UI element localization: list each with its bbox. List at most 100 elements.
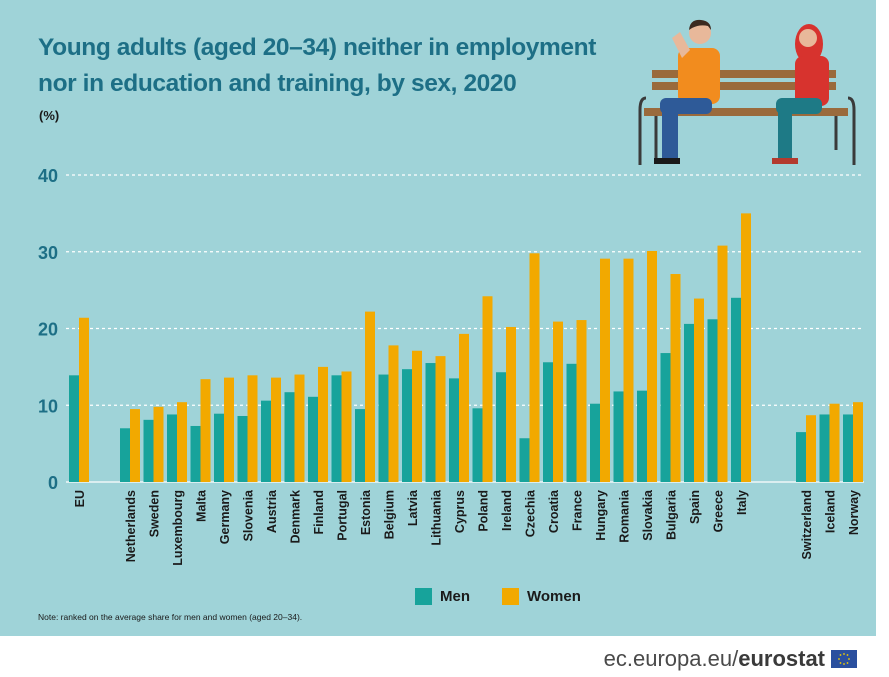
bar-women-germany <box>224 377 234 482</box>
legend-swatch-men <box>415 588 432 605</box>
x-tick-label: Cyprus <box>453 490 467 533</box>
bar-women-romania <box>623 258 634 482</box>
bar-men-cyprus <box>449 378 459 482</box>
x-tick-label: EU <box>73 490 87 507</box>
bench-illustration <box>638 19 856 165</box>
x-tick-label: Norway <box>847 490 861 535</box>
bar-men-hungary <box>590 403 600 482</box>
legend-swatch-women <box>502 588 519 605</box>
footer: ec.europa.eu/eurostat <box>604 646 857 672</box>
eu-flag-icon <box>831 650 857 668</box>
bar-men-denmark <box>284 392 295 482</box>
bar-men-luxembourg <box>167 414 177 482</box>
bar-women-switzerland <box>806 415 816 482</box>
x-axis-labels: EU Netherlands Sweden Luxembourg Malta German… <box>73 489 861 566</box>
bar-men-greece <box>707 319 718 482</box>
x-tick-label: Greece <box>712 490 726 532</box>
x-tick-label: Switzerland <box>800 490 814 559</box>
bar-women-denmark <box>294 374 305 482</box>
y-tick-label: 10 <box>38 396 58 416</box>
x-tick-label: Ireland <box>500 490 514 531</box>
y-tick-label: 0 <box>48 473 58 493</box>
legend-item-women: Women <box>502 588 581 605</box>
bar-women-portugal <box>341 371 352 482</box>
legend: Men Women <box>415 588 603 605</box>
x-tick-label: Hungary <box>594 490 608 541</box>
y-tick-label: 30 <box>38 243 58 263</box>
x-tick-label: Denmark <box>289 490 303 544</box>
x-tick-label: Italy <box>735 490 749 515</box>
bar-women-ireland <box>506 326 516 482</box>
bar-men-switzerland <box>796 432 806 482</box>
bar-men-netherlands <box>120 428 130 482</box>
chart-svg: 0 10 20 30 40 EU Netherlands Sweden Luxembourg M… <box>0 0 876 636</box>
x-tick-label: Spain <box>688 490 702 524</box>
bar-men-ireland <box>496 372 506 482</box>
bar-women-bulgaria <box>670 274 681 482</box>
chart-title-line-1: Young adults (aged 20–34) neither in emp… <box>38 34 596 61</box>
bar-women-greece <box>717 245 728 482</box>
bar-women-austria <box>271 377 281 482</box>
x-tick-label: Estonia <box>359 489 373 535</box>
bar-men-finland <box>308 396 318 482</box>
bar-women-finland <box>318 366 328 482</box>
bar-women-iceland <box>829 403 840 482</box>
bar-men-latvia <box>402 369 412 482</box>
bar-men-croatia <box>543 362 553 482</box>
x-tick-label: Czechia <box>524 489 538 537</box>
bar-men-malta <box>190 425 201 482</box>
bar-women-slovakia <box>647 250 657 482</box>
bar-women-hungary <box>600 258 610 482</box>
bar-men-norway <box>843 414 853 482</box>
bar-men-portugal <box>331 375 342 482</box>
x-tick-label: Sweden <box>148 490 162 537</box>
x-tick-label: Austria <box>265 489 279 533</box>
y-tick-label: 20 <box>38 320 58 340</box>
bar-women-norway <box>853 402 863 482</box>
x-tick-label: France <box>571 490 585 531</box>
bar-women-italy <box>741 213 751 482</box>
bar-women-malta <box>200 379 211 482</box>
bar-men-lithuania <box>425 363 436 482</box>
bar-women-sweden <box>153 406 164 482</box>
bars <box>69 213 863 482</box>
bar-men-austria <box>261 400 271 482</box>
x-tick-label: Malta <box>195 489 209 522</box>
bar-men-czechia <box>519 438 530 482</box>
bar-women-poland <box>482 296 493 482</box>
bar-men-eu <box>69 375 79 482</box>
bar-women-czechia <box>529 253 540 482</box>
chart-title-line-2: nor in education and training, by sex, 2… <box>38 70 517 97</box>
x-tick-label: Latvia <box>406 489 420 526</box>
footer-link[interactable]: ec.europa.eu/eurostat <box>604 646 825 672</box>
bar-women-france <box>576 320 587 482</box>
bar-men-germany <box>214 413 224 482</box>
y-axis-ticks: 0 10 20 30 40 <box>38 166 58 493</box>
bar-women-cyprus <box>459 333 469 482</box>
bar-women-eu <box>79 317 89 482</box>
bar-women-croatia <box>553 321 563 482</box>
bar-men-romania <box>613 391 624 482</box>
x-tick-label: Croatia <box>547 489 561 533</box>
x-tick-label: Slovakia <box>641 489 655 541</box>
legend-label-women: Women <box>527 588 581 605</box>
x-tick-label: Germany <box>218 490 232 544</box>
bar-women-spain <box>694 298 704 482</box>
x-tick-label: Poland <box>477 490 491 532</box>
bar-men-poland <box>472 408 483 482</box>
footer-brand: eurostat <box>738 646 825 671</box>
chart-panel: 0 10 20 30 40 EU Netherlands Sweden Luxembourg M… <box>0 0 876 636</box>
bar-men-bulgaria <box>660 353 671 482</box>
x-tick-label: Belgium <box>383 490 397 539</box>
unit-label: (%) <box>39 108 60 123</box>
x-tick-label: Portugal <box>336 490 350 541</box>
bar-women-slovenia <box>247 375 258 482</box>
x-tick-label: Luxembourg <box>171 490 185 566</box>
x-tick-label: Romania <box>618 489 632 543</box>
legend-item-men: Men <box>415 588 470 605</box>
bar-men-estonia <box>355 409 365 482</box>
y-tick-label: 40 <box>38 166 58 186</box>
bar-men-italy <box>731 297 741 482</box>
chart-background <box>0 0 876 636</box>
bar-women-netherlands <box>130 409 140 482</box>
